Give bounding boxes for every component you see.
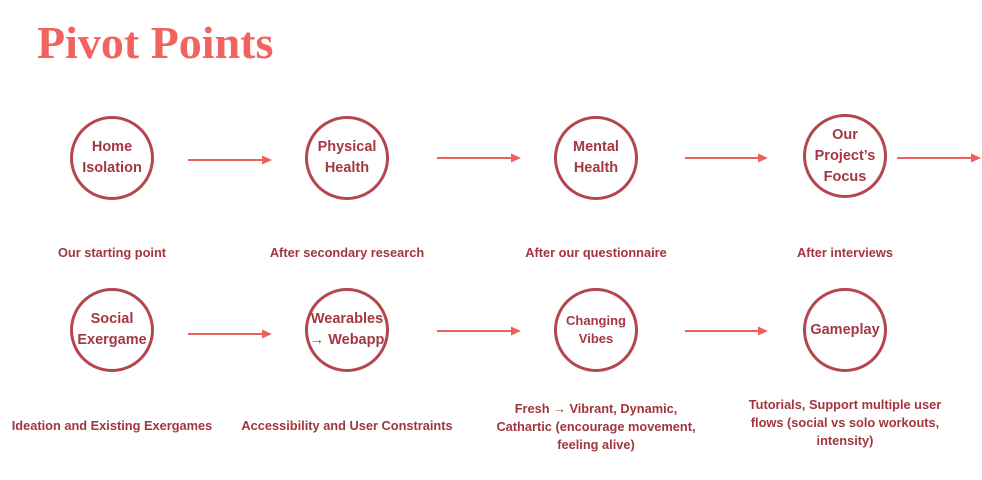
caption-line: feeling alive) bbox=[557, 437, 635, 452]
arrow-social-exergame-to-wearables-webapp bbox=[188, 329, 272, 339]
node-gameplay: Gameplay bbox=[803, 288, 887, 372]
caption-line: After our questionnaire bbox=[525, 245, 667, 260]
caption-line: After interviews bbox=[796, 245, 893, 260]
node-label-line: Health bbox=[324, 160, 370, 176]
node-label-line: → Webapp bbox=[309, 332, 385, 348]
node-mental-health: Mental Health bbox=[554, 116, 638, 200]
node-label-line: Physical bbox=[317, 139, 377, 155]
caption-fresh-vibrant-dynamic: Fresh → Vibrant, Dynamic, Cathartic (enc… bbox=[476, 400, 716, 454]
caption-tutorials-support-multiple-user-flows: Tutorials, Support multiple user flows (… bbox=[725, 396, 965, 450]
caption-line: Accessibility and User Constraints bbox=[241, 418, 453, 433]
arrow-home-isolation-to-physical-health bbox=[188, 155, 272, 165]
node-label-line: Exergame bbox=[77, 332, 147, 348]
node-social-exergame: Social Exergame bbox=[70, 288, 154, 372]
node-home-isolation: Home Isolation bbox=[70, 116, 154, 200]
node-label-line: Our bbox=[832, 126, 858, 143]
node-label-line: Changing bbox=[566, 313, 626, 328]
caption-line: Our starting point bbox=[57, 245, 167, 260]
node-label-line: Gameplay bbox=[810, 321, 880, 338]
node-label-line: Health bbox=[573, 160, 619, 176]
node-label-line: Isolation bbox=[82, 160, 142, 176]
node-label-line: Social bbox=[90, 311, 134, 327]
caption-our-starting-point: Our starting point bbox=[2, 244, 222, 262]
node-changing-vibes: Changing Vibes bbox=[554, 288, 638, 372]
caption-line: flows (social vs solo workouts, bbox=[750, 415, 940, 430]
node-label-line: Focus bbox=[823, 168, 867, 185]
arrow-physical-health-to-mental-health bbox=[437, 153, 521, 163]
arrow-mental-health-to-our-projects-focus bbox=[685, 153, 768, 163]
caption-line: intensity) bbox=[816, 433, 874, 448]
caption-line: After secondary research bbox=[269, 245, 425, 260]
caption-after-secondary-research: After secondary research bbox=[227, 244, 467, 262]
caption-accessibility-and-user-constraints: Accessibility and User Constraints bbox=[227, 417, 467, 435]
node-our-projects-focus: Our Project’s Focus bbox=[803, 114, 887, 198]
arrow-changing-vibes-to-gameplay bbox=[685, 326, 768, 336]
node-label-line: Vibes bbox=[578, 331, 614, 346]
caption-after-our-questionnaire: After our questionnaire bbox=[476, 244, 716, 262]
caption-line: Tutorials, Support multiple user bbox=[748, 397, 942, 412]
arrow-our-projects-focus-continue bbox=[897, 153, 981, 163]
caption-ideation-and-existing-exergames: Ideation and Existing Exergames bbox=[2, 417, 222, 435]
caption-line: Ideation and Existing Exergames bbox=[11, 418, 213, 433]
node-wearables-webapp: Wearables → Webapp bbox=[305, 288, 389, 372]
node-label-line: Mental bbox=[573, 139, 619, 155]
node-label-line: Home bbox=[91, 139, 133, 155]
arrow-wearables-webapp-to-changing-vibes bbox=[437, 326, 521, 336]
node-label-line: Wearables bbox=[310, 311, 384, 327]
caption-line: Cathartic (encourage movement, bbox=[496, 419, 696, 434]
caption-line: Fresh → Vibrant, Dynamic, bbox=[514, 401, 678, 416]
caption-after-interviews: After interviews bbox=[725, 244, 965, 262]
node-physical-health: Physical Health bbox=[305, 116, 389, 200]
page-title: Pivot Points bbox=[37, 17, 274, 68]
node-label-line: Project’s bbox=[814, 147, 876, 164]
